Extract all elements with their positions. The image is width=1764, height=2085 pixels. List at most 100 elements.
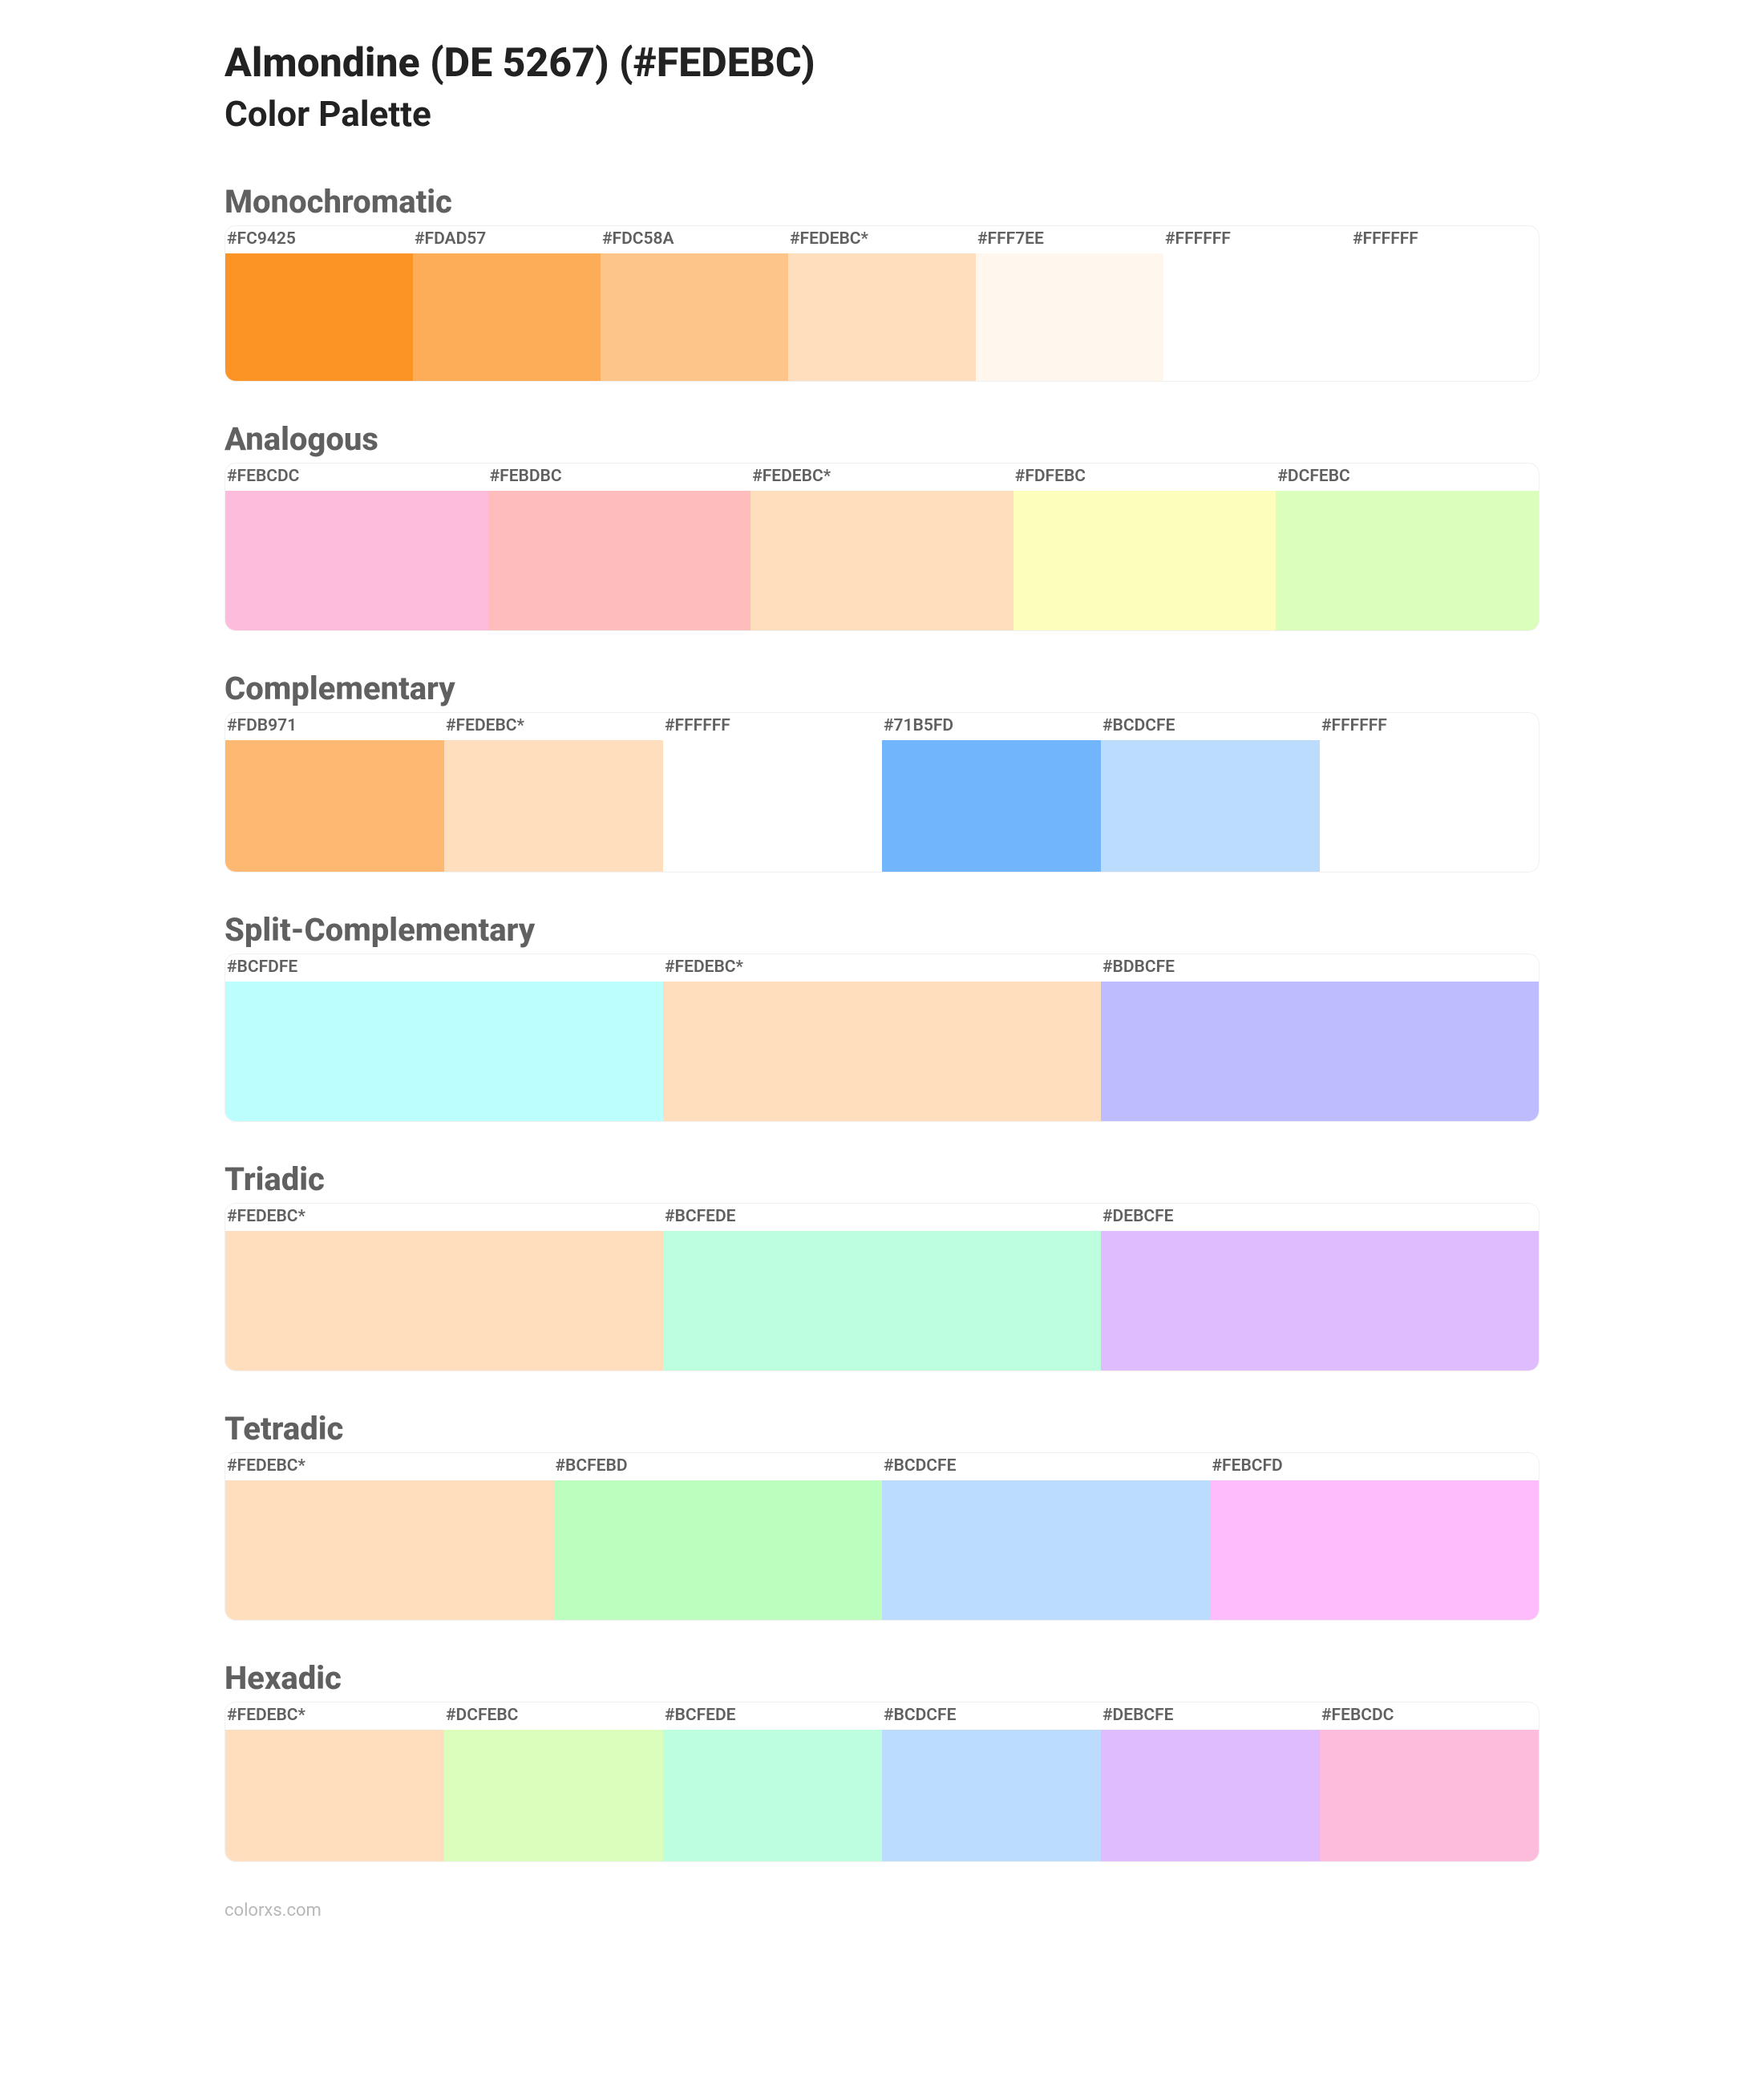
swatch-label: #FFFFFF	[1351, 226, 1539, 253]
swatch-label: #BDBCFE	[1101, 954, 1539, 982]
swatch-color[interactable]	[225, 1730, 444, 1861]
palette-section: Monochromatic #FC9425#FDAD57#FDC58A#FEDEB…	[225, 183, 1539, 382]
swatch-cell: #FEBCDC	[1320, 1702, 1539, 1861]
swatch-color[interactable]	[976, 253, 1163, 381]
swatch-color[interactable]	[882, 1480, 1211, 1620]
swatch-color[interactable]	[225, 740, 444, 872]
swatch-cell: #FC9425	[225, 226, 413, 381]
palette-section: Tetradic #FEDEBC*#BCFEBD#BCDCFE#FEBCFD	[225, 1410, 1539, 1621]
swatch-color[interactable]	[225, 253, 413, 381]
swatch-cell: #FDAD57	[413, 226, 601, 381]
swatch-label: #FEDEBC*	[751, 464, 1013, 491]
swatch-label: #BCFDFE	[225, 954, 663, 982]
swatch-cell: #DEBCFE	[1101, 1702, 1320, 1861]
swatch-cell: #FDB971	[225, 713, 444, 872]
swatch-label: #BCFEDE	[663, 1204, 1101, 1231]
page-subtitle: Color Palette	[225, 93, 1539, 135]
swatch-cell: #FEDEBC*	[663, 954, 1101, 1121]
swatch-label: #FEDEBC*	[225, 1702, 444, 1730]
palette-section: Complementary#FDB971#FEDEBC*#FFFFFF#71B5…	[225, 670, 1539, 872]
section-title: Complementary	[225, 670, 1539, 707]
swatch-color[interactable]	[663, 1231, 1101, 1370]
swatch-color[interactable]	[1163, 253, 1351, 381]
swatch-row: #FEBCDC#FEBDBC#FEDEBC*#FDFEBC#DCFEBC	[225, 463, 1539, 631]
swatch-color[interactable]	[1276, 491, 1539, 630]
swatch-cell: #FEBDBC	[488, 464, 751, 630]
swatch-label: #BCFEDE	[663, 1702, 882, 1730]
swatch-label: #BCDCFE	[1101, 713, 1320, 740]
swatch-cell: #71B5FD	[882, 713, 1101, 872]
swatch-label: #FEBCDC	[225, 464, 488, 491]
swatch-color[interactable]	[1320, 740, 1539, 872]
swatch-cell: #FEBCDC	[225, 464, 488, 630]
swatch-color[interactable]	[554, 1480, 883, 1620]
swatch-color[interactable]	[882, 740, 1101, 872]
swatch-color[interactable]	[488, 491, 751, 630]
swatch-label: #DCFEBC	[1276, 464, 1539, 491]
swatch-cell: #DCFEBC	[1276, 464, 1539, 630]
swatch-color[interactable]	[444, 740, 663, 872]
swatch-label: #FFF7EE	[976, 226, 1163, 253]
swatch-color[interactable]	[1320, 1730, 1539, 1861]
swatch-color[interactable]	[1351, 253, 1539, 381]
section-title: Tetradic	[225, 1410, 1539, 1447]
swatch-color[interactable]	[1013, 491, 1276, 630]
page-title: Almondine (DE 5267) (#FEDEBC)	[225, 40, 1539, 87]
swatch-label: #FEBDBC	[488, 464, 751, 491]
swatch-cell: #FEDEBC*	[444, 713, 663, 872]
footer-credit: colorxs.com	[225, 1901, 1539, 1921]
swatch-cell: #DEBCFE	[1101, 1204, 1539, 1370]
section-title: Analogous	[225, 420, 1539, 458]
swatch-color[interactable]	[444, 1730, 663, 1861]
swatch-cell: #FDFEBC	[1013, 464, 1276, 630]
palette-section: Split-Complementary#BCFDFE#FEDEBC*#BDBCF…	[225, 911, 1539, 1122]
swatch-label: #FEDEBC*	[444, 713, 663, 740]
swatch-label: #BCDCFE	[882, 1702, 1101, 1730]
swatch-cell: #BCDCFE	[882, 1702, 1101, 1861]
swatch-row: #FC9425#FDAD57#FDC58A#FEDEBC*#FFF7EE#FFF…	[225, 225, 1539, 382]
swatch-cell: #BCFEBD	[554, 1453, 883, 1620]
swatch-color[interactable]	[225, 491, 488, 630]
swatch-cell: #BCFEDE	[663, 1702, 882, 1861]
swatch-color[interactable]	[601, 253, 788, 381]
swatch-cell: #FFFFFF	[1351, 226, 1539, 381]
swatch-label: #FFFFFF	[663, 713, 882, 740]
section-title: Triadic	[225, 1160, 1539, 1198]
swatch-label: #FEBCDC	[1320, 1702, 1539, 1730]
swatch-color[interactable]	[1101, 1730, 1320, 1861]
swatch-color[interactable]	[1101, 982, 1539, 1121]
swatch-cell: #BCFEDE	[663, 1204, 1101, 1370]
swatch-color[interactable]	[882, 1730, 1101, 1861]
swatch-color[interactable]	[663, 740, 882, 872]
swatch-color[interactable]	[1101, 740, 1320, 872]
swatch-cell: #BCDCFE	[882, 1453, 1211, 1620]
swatch-color[interactable]	[225, 1480, 554, 1620]
swatch-label: #FEDEBC*	[225, 1204, 663, 1231]
swatch-cell: #FEDEBC*	[225, 1453, 554, 1620]
swatch-row: #FEDEBC*#DCFEBC#BCFEDE#BCDCFE#DEBCFE#FEB…	[225, 1702, 1539, 1862]
swatch-cell: #BCDCFE	[1101, 713, 1320, 872]
swatch-color[interactable]	[225, 1231, 663, 1370]
section-title: Monochromatic	[225, 183, 1539, 221]
swatch-row: #FEDEBC*#BCFEBD#BCDCFE#FEBCFD	[225, 1452, 1539, 1621]
swatch-color[interactable]	[751, 491, 1013, 630]
swatch-label: #FEBCFD	[1211, 1453, 1539, 1480]
swatch-label: #FDC58A	[601, 226, 788, 253]
swatch-label: #FDFEBC	[1013, 464, 1276, 491]
swatch-color[interactable]	[663, 982, 1101, 1121]
swatch-color[interactable]	[413, 253, 601, 381]
swatch-cell: #FFFFFF	[663, 713, 882, 872]
swatch-row: #FEDEBC*#BCFEDE#DEBCFE	[225, 1203, 1539, 1371]
swatch-color[interactable]	[788, 253, 976, 381]
swatch-label: #FDB971	[225, 713, 444, 740]
swatch-label: #DEBCFE	[1101, 1204, 1539, 1231]
swatch-color[interactable]	[1211, 1480, 1539, 1620]
swatch-cell: #FFF7EE	[976, 226, 1163, 381]
swatch-cell: #FDC58A	[601, 226, 788, 381]
swatch-color[interactable]	[1101, 1231, 1539, 1370]
swatch-color[interactable]	[225, 982, 663, 1121]
swatch-label: #FFFFFF	[1320, 713, 1539, 740]
swatch-cell: #FEBCFD	[1211, 1453, 1539, 1620]
palette-sections: Monochromatic#FC9425#FDAD57#FDC58A#FEDEB…	[225, 183, 1539, 1862]
swatch-color[interactable]	[663, 1730, 882, 1861]
